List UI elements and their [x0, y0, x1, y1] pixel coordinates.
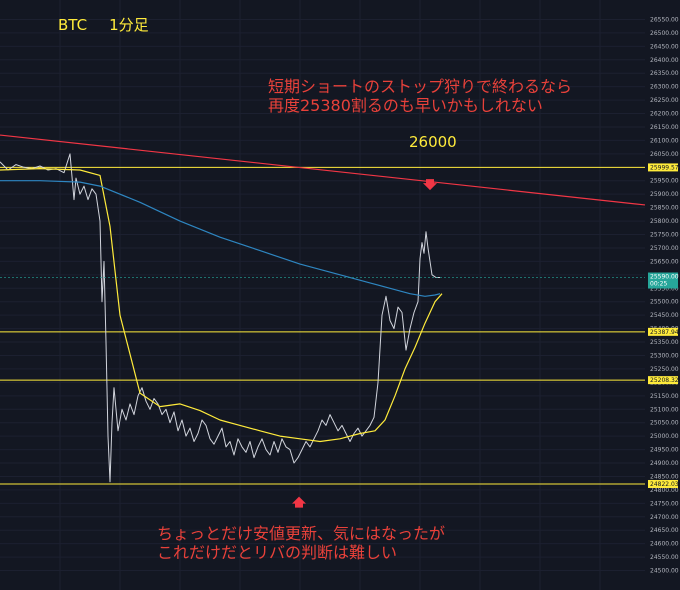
level-price-label: 24822.03: [650, 481, 679, 488]
y-tick-label: 24900.00: [650, 460, 679, 467]
y-tick-label: 24850.00: [650, 473, 679, 480]
y-tick-label: 24750.00: [650, 500, 679, 507]
y-tick-label: 25550.00: [650, 285, 679, 292]
y-tick-label: 25150.00: [650, 393, 679, 400]
countdown-label: 00:25: [650, 281, 667, 288]
annotation-text: これだけだとリバの判断は難しい: [157, 543, 397, 562]
y-tick-label: 25900.00: [650, 191, 679, 198]
level-price-tag: [648, 376, 678, 385]
annotation-text: 再度25380割るのも早いかもしれない: [268, 96, 543, 115]
y-tick-label: 24550.00: [650, 554, 679, 561]
chart-title: BTC 1分足: [58, 16, 149, 34]
y-tick-label: 26150.00: [650, 124, 679, 131]
y-tick-label: 26100.00: [650, 137, 679, 144]
y-tick-label: 26550.00: [650, 16, 679, 23]
ma-fast-line: [0, 168, 443, 443]
price-tags: 25999.57 25387.94 25208.32 24822.03 25590.00…: [0, 163, 679, 488]
y-tick-label: 25950.00: [650, 178, 679, 185]
arrow-down-icon: [423, 179, 437, 191]
series-group: [0, 153, 443, 483]
y-tick-label: 25250.00: [650, 366, 679, 373]
current-price-tag: [648, 272, 678, 289]
annotations-group: BTC 1分足短期ショートのストップ狩りで終わるなら再度25380割るのも早いかも…: [58, 16, 572, 562]
trendline-group: [0, 134, 646, 206]
y-tick-label: 25300.00: [650, 352, 679, 359]
y-tick-label: 26300.00: [650, 84, 679, 91]
arrow-up-icon: [292, 496, 306, 508]
current-price-label: 25590.00: [650, 274, 679, 281]
y-tick-label: 26050.00: [650, 151, 679, 158]
y-tick-label: 25850.00: [650, 205, 679, 212]
y-tick-label: 25500.00: [650, 299, 679, 306]
level-price-label: 25208.32: [650, 377, 679, 384]
level-price-tag: [648, 163, 678, 172]
y-tick-label: 25000.00: [650, 433, 679, 440]
y-tick-label: 25650.00: [650, 258, 679, 265]
ma-slow-line: [0, 180, 441, 297]
y-tick-label: 24800.00: [650, 487, 679, 494]
y-tick-label: 25050.00: [650, 420, 679, 427]
y-tick-label: 26400.00: [650, 57, 679, 64]
y-tick-label: 24950.00: [650, 447, 679, 454]
y-tick-label: 24700.00: [650, 514, 679, 521]
y-tick-label: 25700.00: [650, 245, 679, 252]
y-tick-label: 25750.00: [650, 232, 679, 239]
y-tick-label: 24600.00: [650, 541, 679, 548]
y-tick-label: 25100.00: [650, 406, 679, 413]
y-tick-label: 26500.00: [650, 30, 679, 37]
grid-lines: [0, 0, 645, 590]
y-tick-label: 25350.00: [650, 339, 679, 346]
y-tick-label: 24500.00: [650, 568, 679, 575]
horizontal-levels: [0, 166, 645, 485]
y-tick-label: 26450.00: [650, 43, 679, 50]
level-price-tag: [648, 479, 678, 488]
level-price-tag: [648, 327, 678, 336]
level-price-label: 25387.94: [650, 329, 679, 336]
level-price-label: 25999.57: [650, 164, 679, 171]
y-tick-label: 24650.00: [650, 527, 679, 534]
price-line: [0, 153, 440, 483]
y-tick-label: 25450.00: [650, 312, 679, 319]
annotation-text: ちょっとだけ安値更新、気にはなったが: [157, 524, 445, 543]
y-tick-label: 26350.00: [650, 70, 679, 77]
descending-trendline: [0, 134, 646, 206]
y-tick-label: 26250.00: [650, 97, 679, 104]
y-tick-label: 25800.00: [650, 218, 679, 225]
arrows-group: [292, 179, 437, 508]
annotation-text: 26000: [409, 133, 457, 151]
y-tick-label: 26200.00: [650, 111, 679, 118]
annotation-text: 短期ショートのストップ狩りで終わるなら: [268, 77, 572, 96]
